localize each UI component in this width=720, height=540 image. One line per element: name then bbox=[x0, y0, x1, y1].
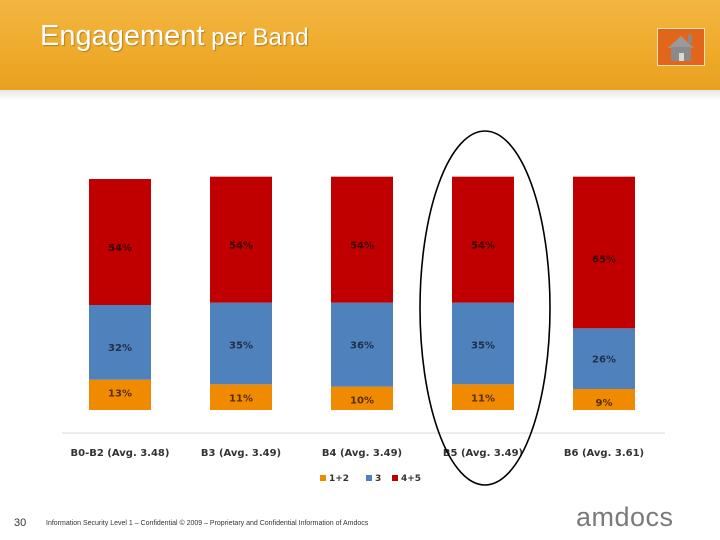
legend-label-1+2: 1+2 bbox=[329, 474, 349, 484]
data-label-1+2-5: 9% bbox=[596, 398, 613, 409]
title-rest: per Band bbox=[204, 24, 309, 51]
footer-confidential-text: Information Security Level 1 – Confident… bbox=[46, 520, 369, 527]
stacked-bar-chart: 13% 32% 54% 11% 35% 54% 10% 36% 54% 11% 35% 54% 9% 26… bbox=[62, 130, 665, 486]
data-label-4+5-5: 65% bbox=[592, 255, 616, 266]
header-shadow bbox=[0, 90, 720, 100]
bar-3-3 bbox=[331, 302, 393, 387]
slide-number: 30 bbox=[14, 517, 27, 529]
bars-group: 13% 32% 54% 11% 35% 54% 10% 36% 54% 11% 35% 54% 9% 26… bbox=[89, 176, 635, 410]
header-bar bbox=[0, 0, 720, 90]
page-title: Engagement per Band bbox=[40, 20, 309, 53]
bar-4+5-1 bbox=[89, 179, 151, 305]
bar-1+2-3 bbox=[331, 386, 393, 410]
amdocs-logo: amdocs bbox=[576, 502, 674, 532]
data-label-3-4: 35% bbox=[471, 341, 495, 352]
x-tick-label-4: B5 (Avg. 3.49) bbox=[443, 448, 523, 459]
bar-1+2-5 bbox=[573, 389, 635, 410]
legend: 1+2 3 4+5 bbox=[320, 474, 421, 484]
data-label-1+2-2: 11% bbox=[229, 393, 253, 404]
bar-3-4 bbox=[452, 302, 514, 385]
data-label-4+5-1: 54% bbox=[108, 243, 132, 254]
x-tick-label-3: B4 (Avg. 3.49) bbox=[322, 448, 402, 459]
data-label-1+2-3: 10% bbox=[350, 396, 374, 407]
home-icon bbox=[668, 35, 694, 61]
data-label-1+2-4: 11% bbox=[471, 393, 495, 404]
bar-4+5-5 bbox=[573, 176, 635, 329]
x-tick-label-5: B6 (Avg. 3.61) bbox=[564, 448, 644, 459]
data-label-4+5-4: 54% bbox=[471, 241, 495, 252]
bar-4+5-4 bbox=[452, 176, 514, 303]
bar-1+2-4 bbox=[452, 384, 514, 410]
bar-4+5-3 bbox=[331, 176, 393, 303]
data-label-3-2: 35% bbox=[229, 341, 253, 352]
home-button[interactable] bbox=[657, 28, 705, 66]
bar-3-1 bbox=[89, 305, 151, 380]
bar-3-2 bbox=[210, 302, 272, 385]
data-label-4+5-3: 54% bbox=[350, 241, 374, 252]
data-label-3-3: 36% bbox=[350, 341, 374, 352]
legend-swatch-3 bbox=[366, 475, 372, 481]
title-main: Engagement bbox=[40, 20, 205, 52]
x-tick-labels: B0-B2 (Avg. 3.48) B3 (Avg. 3.49) B4 (Avg. … bbox=[71, 448, 645, 459]
data-label-1+2-1: 13% bbox=[108, 389, 132, 400]
legend-label-3: 3 bbox=[375, 474, 381, 484]
x-tick-label-2: B3 (Avg. 3.49) bbox=[201, 448, 281, 459]
bar-4+5-2 bbox=[210, 176, 272, 303]
legend-label-4+5: 4+5 bbox=[401, 474, 421, 484]
bar-1+2-2 bbox=[210, 384, 272, 410]
data-label-4+5-2: 54% bbox=[229, 241, 253, 252]
highlight-ellipse bbox=[419, 130, 551, 486]
bar-1+2-1 bbox=[89, 379, 151, 410]
legend-swatch-4+5 bbox=[392, 475, 398, 481]
legend-swatch-1+2 bbox=[320, 475, 326, 481]
data-label-3-5: 26% bbox=[592, 354, 616, 365]
bar-3-5 bbox=[573, 328, 635, 389]
x-tick-label-1: B0-B2 (Avg. 3.48) bbox=[71, 448, 170, 459]
data-label-3-1: 32% bbox=[108, 343, 132, 354]
